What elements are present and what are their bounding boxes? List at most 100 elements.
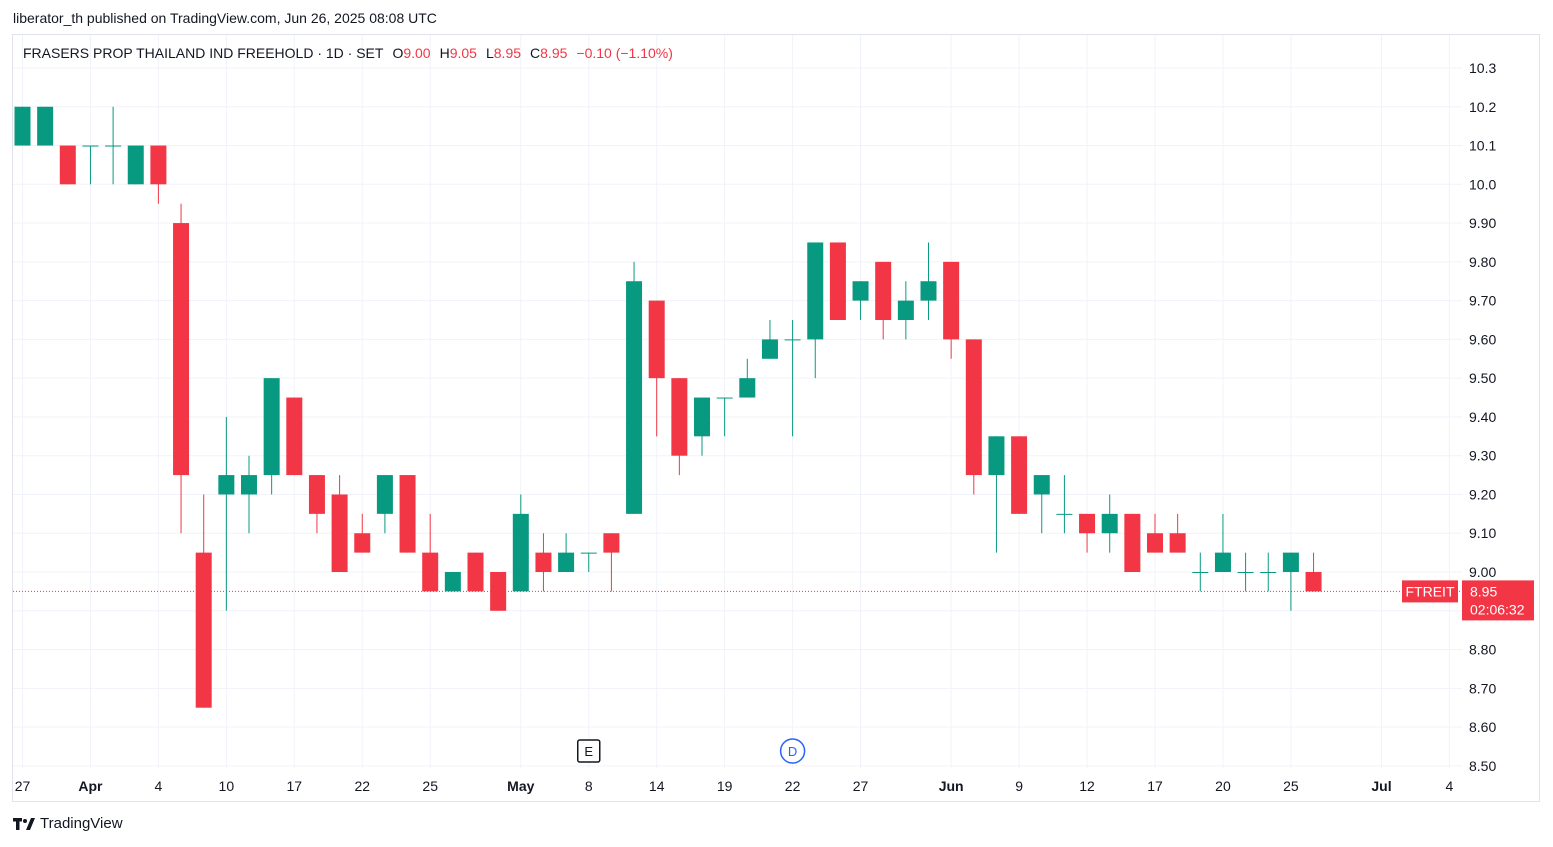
candle[interactable]: [422, 513, 439, 592]
x-tick-label: Jul: [1371, 778, 1391, 794]
candle[interactable]: [195, 494, 212, 708]
candle[interactable]: [1101, 494, 1118, 553]
candle[interactable]: [580, 552, 597, 573]
candle[interactable]: [263, 378, 280, 495]
x-tick-label: 17: [1147, 778, 1163, 794]
candle[interactable]: [399, 475, 416, 553]
candle[interactable]: [1305, 552, 1322, 592]
candle[interactable]: [1282, 552, 1299, 611]
candle[interactable]: [965, 339, 982, 495]
candle[interactable]: [127, 145, 144, 185]
candle[interactable]: [739, 358, 756, 398]
candle[interactable]: [807, 242, 824, 379]
candle[interactable]: [444, 572, 461, 592]
candle[interactable]: [988, 436, 1005, 553]
legend-open-label: O: [392, 45, 404, 61]
candle[interactable]: [716, 397, 733, 437]
x-tick-label: 8: [585, 778, 593, 794]
candle-body: [1260, 572, 1277, 574]
publisher-line: liberator_th published on TradingView.co…: [13, 10, 437, 26]
candle[interactable]: [1033, 475, 1050, 534]
legend-low-value: 8.95: [493, 45, 522, 61]
legend-high-value: 9.05: [449, 45, 477, 61]
candle-body: [241, 475, 257, 495]
candle[interactable]: [603, 533, 620, 592]
candle[interactable]: [1237, 552, 1254, 592]
candle[interactable]: [671, 378, 688, 476]
y-tick-label: 8.80: [1469, 642, 1496, 658]
candle[interactable]: [286, 397, 303, 476]
y-tick-label: 9.30: [1469, 448, 1496, 464]
candle[interactable]: [852, 281, 869, 321]
x-tick-label: 25: [1283, 778, 1299, 794]
candle[interactable]: [173, 203, 190, 534]
candle[interactable]: [82, 145, 99, 185]
y-tick-label: 10.3: [1469, 60, 1496, 76]
candle-body: [263, 378, 280, 476]
candle[interactable]: [694, 397, 710, 456]
candle[interactable]: [1011, 436, 1028, 514]
price-tag-bg: [1462, 580, 1534, 621]
candle[interactable]: [920, 242, 937, 321]
candle-body: [444, 572, 461, 592]
earnings-event-marker[interactable]: E: [577, 739, 601, 763]
tradingview-logo[interactable]: TradingView: [13, 815, 123, 832]
candle-body: [920, 281, 937, 301]
candle[interactable]: [558, 533, 575, 573]
candle[interactable]: [241, 455, 257, 534]
y-tick-label: 9.10: [1469, 525, 1496, 541]
dividend-event-marker[interactable]: D: [779, 738, 806, 764]
candle-body: [807, 242, 824, 340]
y-axis-ticks: 10.3 10.2 10.1 10.0 9.90 9.80 9.70 9.60 9.50 9.40…: [1469, 60, 1496, 774]
candle[interactable]: [376, 475, 393, 534]
candle[interactable]: [105, 106, 122, 185]
candle[interactable]: [1079, 513, 1096, 553]
candle[interactable]: [150, 145, 167, 204]
candle[interactable]: [490, 572, 507, 611]
candle[interactable]: [1192, 552, 1209, 592]
candle[interactable]: [829, 242, 846, 321]
candle-body: [422, 552, 439, 592]
tradingview-logo-icon: [13, 817, 35, 830]
candle-body: [648, 300, 665, 379]
candle-body: [127, 145, 144, 185]
candle[interactable]: [467, 552, 484, 592]
candle[interactable]: [875, 261, 892, 340]
y-tick-label: 10.2: [1469, 99, 1496, 115]
candle[interactable]: [626, 261, 643, 514]
candle-body: [173, 223, 190, 476]
candle[interactable]: [943, 261, 960, 359]
x-tick-label: 4: [1446, 778, 1454, 794]
candle[interactable]: [308, 475, 325, 534]
candle-body: [1282, 552, 1299, 573]
candle[interactable]: [59, 145, 76, 185]
candle-body: [716, 397, 733, 399]
candle[interactable]: [1169, 513, 1186, 553]
y-tick-label: 9.50: [1469, 370, 1496, 386]
candle[interactable]: [331, 475, 348, 573]
y-tick-label: 8.50: [1469, 758, 1496, 774]
candle[interactable]: [512, 494, 529, 592]
candle[interactable]: [1124, 513, 1141, 573]
candle[interactable]: [1260, 552, 1277, 592]
legend-symbol: FRASERS PROP THAILAND IND FREEHOLD · 1D …: [23, 45, 384, 61]
candle[interactable]: [648, 300, 665, 437]
candle-body: [1056, 513, 1073, 515]
candle[interactable]: [1147, 513, 1163, 553]
candle[interactable]: [897, 281, 914, 340]
candle[interactable]: [1056, 475, 1073, 534]
candle[interactable]: [354, 513, 371, 553]
candle[interactable]: [535, 533, 552, 592]
candle-body: [376, 475, 393, 514]
candle[interactable]: [37, 106, 54, 146]
candle[interactable]: [218, 416, 235, 611]
candle[interactable]: [14, 106, 31, 146]
x-tick-label: 22: [785, 778, 801, 794]
price-tag-value: 8.95: [1470, 583, 1497, 599]
legend-low-label: L: [485, 45, 494, 61]
candle[interactable]: [761, 320, 778, 359]
candle[interactable]: [784, 320, 801, 437]
candle[interactable]: [1214, 513, 1231, 573]
candle-body: [852, 281, 869, 301]
